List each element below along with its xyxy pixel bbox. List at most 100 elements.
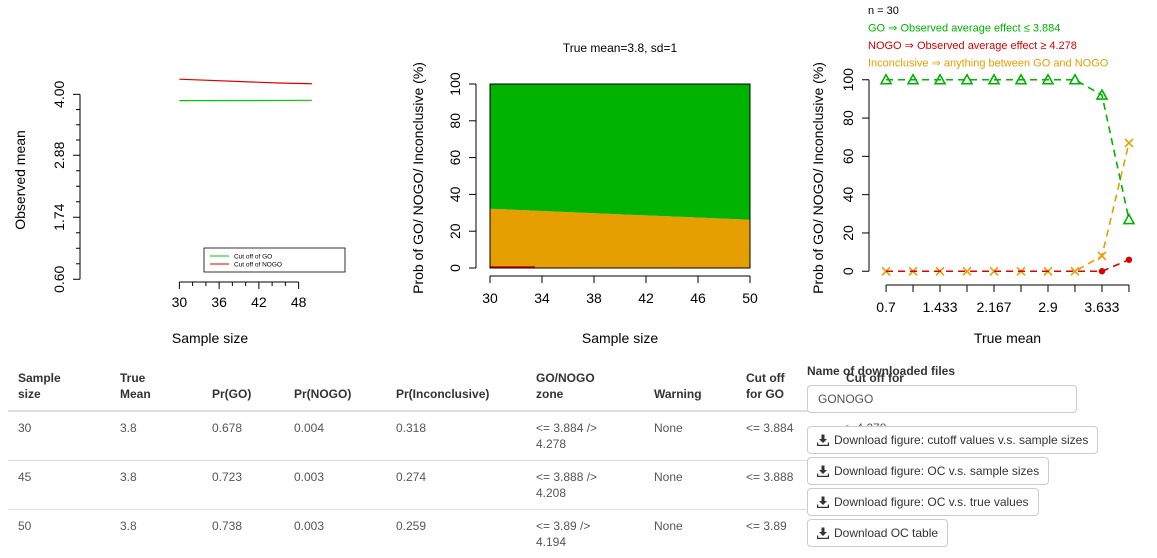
download-icon [817, 496, 829, 508]
nogo-marker [1126, 257, 1132, 263]
y-tick-label: 60 [447, 150, 463, 166]
y-tick-label: 40 [447, 186, 463, 202]
download-button-label: Download OC table [834, 526, 938, 540]
download-icon [817, 434, 829, 446]
x-tick-label: 50 [742, 290, 758, 306]
series-line [886, 80, 1129, 220]
table-cell: 3.8 [110, 510, 202, 558]
table-cell-text: 3.8 [120, 421, 137, 435]
y-tick-label: 0 [447, 264, 463, 272]
table-header-text: Pr(Inconclusive) [396, 387, 489, 401]
table-cell: 0.274 [386, 461, 526, 510]
download-icon [817, 527, 829, 539]
table-header-text: Warning [654, 387, 702, 401]
table-cell-text: <= 3.888 /> [536, 470, 597, 484]
y-tick-label: 20 [840, 225, 856, 241]
table-header-cell: Pr(GO) [202, 362, 284, 411]
table-cell-text: 45 [18, 470, 31, 484]
table-cell: 45 [8, 461, 110, 510]
table-header-text: size [18, 387, 41, 401]
table-cell: 3.8 [110, 461, 202, 510]
y-tick-label: 80 [447, 113, 463, 129]
y-axis-label: Prob of GO/ NOGO/ Inconclusive (%) [410, 62, 426, 294]
table-header-text: for GO [746, 387, 784, 401]
x-tick-label: 0.7 [876, 299, 896, 315]
table-cell-text: <= 3.89 [746, 519, 787, 533]
y-tick-label: 100 [447, 72, 463, 96]
x-tick-label: 30 [172, 294, 188, 310]
table-cell-text: 0.259 [396, 519, 426, 533]
x-tick-label: 38 [586, 290, 602, 306]
series-line [886, 143, 1129, 271]
y-tick-label: 20 [447, 223, 463, 239]
download-button[interactable]: Download figure: OC v.s. sample sizes [807, 457, 1049, 485]
inconclusive-marker [1125, 139, 1133, 147]
x-axis-label: True mean [974, 330, 1041, 346]
table-cell-text: 0.003 [294, 519, 324, 533]
table-cell: 30 [8, 411, 110, 461]
y-tick-label: 1.74 [51, 203, 67, 230]
x-tick-label: 36 [211, 294, 227, 310]
series-line [179, 79, 312, 84]
download-button[interactable]: Download OC table [807, 519, 948, 547]
table-cell: 3.8 [110, 411, 202, 461]
y-axis-label: Observed mean [12, 130, 28, 230]
table-cell: 0.723 [202, 461, 284, 510]
nogo-marker [1099, 268, 1105, 274]
x-tick-label: 1.433 [922, 299, 957, 315]
y-tick-label: 100 [840, 68, 856, 92]
table-cell-text: 4.194 [536, 535, 566, 549]
y-tick-label: 0.60 [51, 265, 67, 292]
table-cell: 0.678 [202, 411, 284, 461]
x-axis-label: Sample size [172, 330, 248, 346]
table-header-text: Mean [120, 387, 151, 401]
annotation-text: NOGO ⇒ Observed average effect ≥ 4.278 [868, 40, 1077, 52]
table-cell: 0.738 [202, 510, 284, 558]
table-cell-text: 0.738 [212, 519, 242, 533]
download-button-label: Download figure: OC v.s. sample sizes [834, 464, 1039, 478]
table-header-cell: Pr(Inconclusive) [386, 362, 526, 411]
table-cell-text: 0.723 [212, 470, 242, 484]
table-cell-text: None [654, 519, 683, 533]
table-cell-text: 4.208 [536, 486, 566, 500]
x-tick-label: 3.633 [1084, 299, 1119, 315]
table-header-cell: Warning [644, 362, 736, 411]
y-axis-label: Prob of GO/ NOGO/ Inconclusive (%) [810, 62, 826, 294]
table-cell: 0.003 [284, 510, 386, 558]
x-tick-label: 46 [690, 290, 706, 306]
table-cell: 0.259 [386, 510, 526, 558]
table-cell: <= 3.89 /> 4.194 [526, 510, 644, 558]
table-header-text: Pr(NOGO) [294, 387, 351, 401]
download-panel: Name of downloaded files Download figure… [807, 364, 1147, 550]
table-cell-text: 0.004 [294, 421, 324, 435]
table-cell-text: None [654, 470, 683, 484]
legend-label: Cut off of NOGO [234, 262, 282, 269]
download-button[interactable]: Download figure: cutoff values v.s. samp… [807, 426, 1098, 454]
download-button[interactable]: Download figure: OC v.s. true values [807, 488, 1039, 516]
x-tick-label: 42 [638, 290, 654, 306]
y-tick-label: 2.88 [51, 141, 67, 168]
go-marker [1124, 215, 1134, 224]
table-header-text: GO/NOGO [536, 371, 595, 385]
download-buttons: Download figure: cutoff values v.s. samp… [807, 426, 1147, 547]
table-cell: None [644, 461, 736, 510]
table-cell: 0.318 [386, 411, 526, 461]
table-cell-text: <= 3.89 /> [536, 519, 590, 533]
chart-title: True mean=3.8, sd=1 [563, 41, 678, 55]
table-header-text: Pr(GO) [212, 387, 251, 401]
table-cell-text: 50 [18, 519, 31, 533]
table-cell: None [644, 411, 736, 461]
file-name-input[interactable] [807, 385, 1077, 413]
y-tick-label: 4.00 [51, 80, 67, 107]
